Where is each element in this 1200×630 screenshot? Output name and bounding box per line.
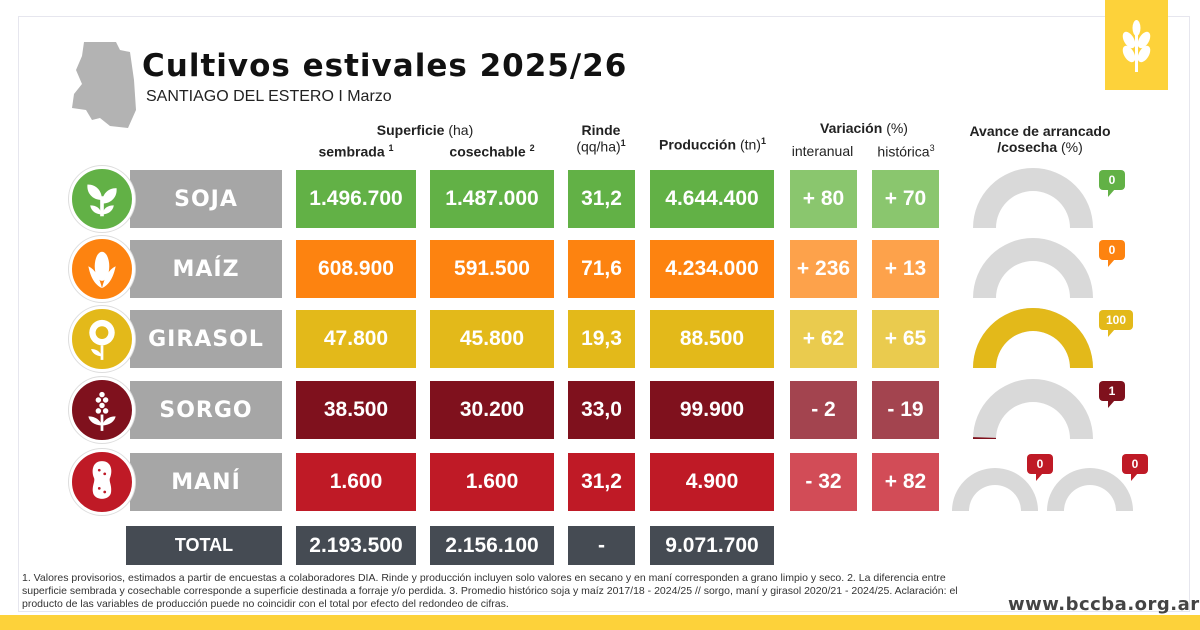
cell-interanual: + 62 xyxy=(790,310,857,368)
cell-sembrada: 38.500 xyxy=(296,381,416,439)
crop-label: SOJA xyxy=(130,170,282,228)
page-title: Cultivos estivales 2025/26 xyxy=(142,48,628,84)
page-subtitle: SANTIAGO DEL ESTERO I Marzo xyxy=(146,88,392,105)
cell-historica: + 65 xyxy=(872,310,939,368)
peanut-icon xyxy=(92,461,112,499)
header-rinde: Rinde (qq/ha)1 xyxy=(576,122,626,155)
gauge-track xyxy=(1047,468,1133,511)
cell-historica: - 19 xyxy=(872,381,939,439)
cell-rinde: 19,3 xyxy=(568,310,635,368)
header-avance: Avance de arrancado/cosecha (%) xyxy=(969,123,1111,155)
sorghum-icon xyxy=(88,391,116,431)
gauge-value-bubble: 0 xyxy=(1122,454,1148,481)
cell-produccion: 4.234.000 xyxy=(650,240,774,298)
cell-interanual: - 2 xyxy=(790,381,857,439)
total-produccion: 9.071.700 xyxy=(650,526,774,565)
gauge-value-bubble: 0 xyxy=(1099,170,1125,197)
sunflower-icon xyxy=(89,319,115,360)
footnote: 1. Valores provisorios, estimados a part… xyxy=(22,572,958,610)
crop-label: MAÍZ xyxy=(130,240,282,298)
cell-rinde: 71,6 xyxy=(568,240,635,298)
gauge-track xyxy=(973,168,1093,228)
cell-historica: + 13 xyxy=(872,240,939,298)
header-cosechable: cosechable 2 xyxy=(449,143,535,160)
crop-label: SORGO xyxy=(130,381,282,439)
cell-interanual: + 236 xyxy=(790,240,857,298)
cell-produccion: 88.500 xyxy=(650,310,774,368)
province-map-icon xyxy=(72,42,136,128)
header-sembrada: sembrada 1 xyxy=(318,143,394,160)
cell-cosechable: 30.200 xyxy=(430,381,554,439)
header-variacion: Variación (%) xyxy=(820,120,908,136)
cell-cosechable: 1.487.000 xyxy=(430,170,554,228)
crop-badge xyxy=(69,377,135,443)
crop-badge xyxy=(69,449,135,515)
total-label: TOTAL xyxy=(126,526,282,565)
total-sembrada: 2.193.500 xyxy=(296,526,416,565)
cell-rinde: 31,2 xyxy=(568,453,635,511)
cell-produccion: 4.644.400 xyxy=(650,170,774,228)
gauge-value-bubble: 1 xyxy=(1099,381,1125,408)
total-rinde: - xyxy=(568,526,635,565)
cell-cosechable: 591.500 xyxy=(430,240,554,298)
cell-sembrada: 47.800 xyxy=(296,310,416,368)
cell-produccion: 99.900 xyxy=(650,381,774,439)
bottom-band xyxy=(0,615,1200,630)
gauge-track xyxy=(973,379,1093,439)
crop-label: MANÍ xyxy=(130,453,282,511)
cell-sembrada: 1.600 xyxy=(296,453,416,511)
cell-sembrada: 1.496.700 xyxy=(296,170,416,228)
gauge-track xyxy=(973,238,1093,298)
cell-historica: + 82 xyxy=(872,453,939,511)
gauge-track xyxy=(952,468,1038,511)
website-link[interactable]: www.bccba.org.ar xyxy=(1008,594,1200,615)
corn-icon xyxy=(88,251,116,289)
gauge-value-bubble: 100 xyxy=(1099,310,1133,337)
cell-cosechable: 45.800 xyxy=(430,310,554,368)
bccba-logo xyxy=(1105,0,1168,90)
header-interanual: interanual xyxy=(791,143,854,159)
cell-rinde: 33,0 xyxy=(568,381,635,439)
header-superficie: Superficie (ha) xyxy=(376,122,474,138)
crop-badge xyxy=(69,236,135,302)
sprout-icon xyxy=(87,184,117,217)
total-cosechable: 2.156.100 xyxy=(430,526,554,565)
gauge-fill xyxy=(973,308,1093,368)
header-historica: histórica3 xyxy=(877,143,935,160)
crop-badge xyxy=(69,166,135,232)
crop-badge xyxy=(69,306,135,372)
crop-label: GIRASOL xyxy=(130,310,282,368)
gauge-fill xyxy=(973,437,997,439)
cell-cosechable: 1.600 xyxy=(430,453,554,511)
gauge-value-bubble: 0 xyxy=(1027,454,1053,481)
cell-sembrada: 608.900 xyxy=(296,240,416,298)
cell-historica: + 70 xyxy=(872,170,939,228)
cell-interanual: - 32 xyxy=(790,453,857,511)
cell-rinde: 31,2 xyxy=(568,170,635,228)
wheat-icon xyxy=(1122,20,1151,72)
cell-produccion: 4.900 xyxy=(650,453,774,511)
cell-interanual: + 80 xyxy=(790,170,857,228)
gauge-value-bubble: 0 xyxy=(1099,240,1125,267)
header-produccion: Producción (tn)1 xyxy=(659,136,766,153)
